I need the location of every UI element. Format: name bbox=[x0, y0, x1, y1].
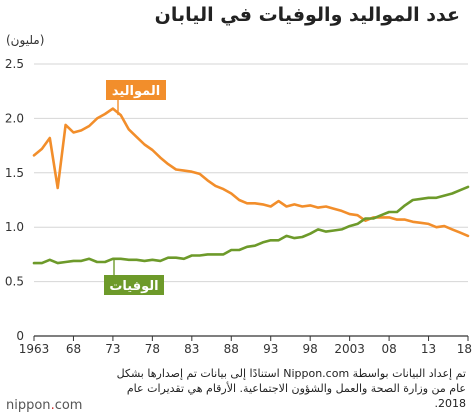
series-lines bbox=[32, 107, 470, 265]
x-tick-label: 68 bbox=[66, 342, 81, 356]
logo-suffix: com bbox=[54, 398, 83, 413]
births-label-box bbox=[106, 80, 166, 100]
y-tick-label: 1.0 bbox=[5, 220, 24, 234]
source-note: تم إعداد البيانات بواسطة Nippon.com استن… bbox=[116, 367, 466, 410]
x-tick-label: 18 bbox=[457, 342, 472, 356]
y-axis-ticks: 0 0.5 1.0 1.5 2.0 2.5 bbox=[5, 57, 24, 343]
x-tick-label: 98 bbox=[303, 342, 318, 356]
logo-prefix: nippon bbox=[6, 398, 51, 413]
x-tick-label: 93 bbox=[263, 342, 278, 356]
deaths-line bbox=[32, 185, 470, 265]
x-tick-label: 08 bbox=[381, 342, 396, 356]
y-axis-unit-label: (مليون) bbox=[6, 33, 45, 47]
x-tick-label: 13 bbox=[421, 342, 436, 356]
y-tick-label: 0.5 bbox=[5, 275, 24, 289]
y-tick-label: 2.5 bbox=[5, 57, 24, 71]
x-tick-label: 88 bbox=[224, 342, 239, 356]
x-tick-label: 2003 bbox=[334, 342, 365, 356]
nippon-logo: nippon.com bbox=[6, 398, 82, 413]
x-axis-ticks: 1963 68 73 78 83 88 93 98 2003 08 13 18 bbox=[19, 336, 472, 356]
x-tick-label: 1963 bbox=[19, 342, 50, 356]
y-tick-label: 0 bbox=[16, 329, 24, 343]
births-line bbox=[32, 107, 470, 238]
deaths-label: الوفيات bbox=[104, 259, 164, 295]
deaths-label-box bbox=[104, 275, 164, 295]
y-tick-label: 1.5 bbox=[5, 166, 24, 180]
series-labels: المواليد الوفيات bbox=[104, 80, 166, 295]
deaths-label-text: الوفيات bbox=[109, 279, 158, 294]
logo-dot: . bbox=[50, 398, 55, 413]
chart-title: عدد المواليد والوفيات في اليابان bbox=[154, 4, 460, 26]
births-label: المواليد bbox=[106, 80, 166, 116]
grid-lines bbox=[34, 63, 468, 283]
x-tick-label: 78 bbox=[145, 342, 160, 356]
y-tick-label: 2.0 bbox=[5, 111, 24, 125]
x-tick-label: 83 bbox=[184, 342, 199, 356]
x-tick-label: 73 bbox=[105, 342, 120, 356]
births-label-text: المواليد bbox=[112, 84, 160, 99]
